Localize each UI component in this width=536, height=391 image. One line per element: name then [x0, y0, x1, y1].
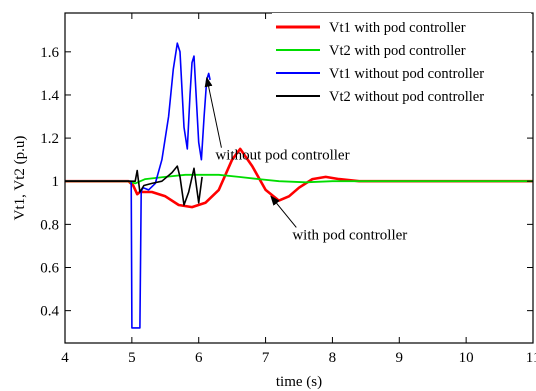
x-tick-label: 9: [396, 350, 404, 366]
x-tick-label: 8: [329, 350, 337, 366]
legend-label: Vt1 with pod controller: [329, 20, 466, 36]
y-axis-label: Vt1, Vt2 (p.u): [12, 136, 28, 221]
legend-label: Vt2 with pod controller: [329, 43, 466, 59]
legend-label: Vt2 without pod controller: [329, 89, 484, 105]
x-tick-label: 6: [195, 350, 203, 366]
x-tick-label: 4: [61, 350, 69, 366]
y-tick-label: 0.8: [40, 217, 59, 233]
legend-background: [272, 13, 531, 111]
ticks-layer: 4 5 6 7 8 9 10 11 0.4 0.6 0.8 1 1.2 1.4 1.6: [40, 13, 536, 366]
legend: Vt1 with pod controller Vt2 with pod cont…: [272, 13, 531, 111]
annotation-arrow: [270, 195, 297, 228]
x-axis-label: time (s): [276, 374, 322, 390]
y-tick-label: 0.6: [40, 261, 59, 277]
series-layer: [65, 42, 533, 329]
y-tick-label: 1.2: [40, 131, 59, 147]
series-line-3: [65, 42, 211, 329]
x-tick-label: 5: [128, 350, 136, 366]
x-tick-label: 7: [262, 350, 270, 366]
y-tick-label: 0.4: [40, 304, 59, 320]
y-tick-label: 1: [52, 174, 60, 190]
annotation-layer: without pod controller with pod controlle…: [204, 76, 407, 243]
series-line-4: [65, 165, 203, 206]
annotation-label: with pod controller: [292, 227, 407, 243]
x-tick-label: 11: [526, 350, 536, 366]
annotation-arrow: [204, 76, 222, 148]
x-tick-label: 10: [459, 350, 474, 366]
y-tick-label: 1.4: [40, 88, 59, 104]
legend-label: Vt1 without pod controller: [329, 66, 484, 82]
annotation-label: without pod controller: [215, 148, 349, 164]
y-tick-label: 1.6: [40, 45, 59, 61]
